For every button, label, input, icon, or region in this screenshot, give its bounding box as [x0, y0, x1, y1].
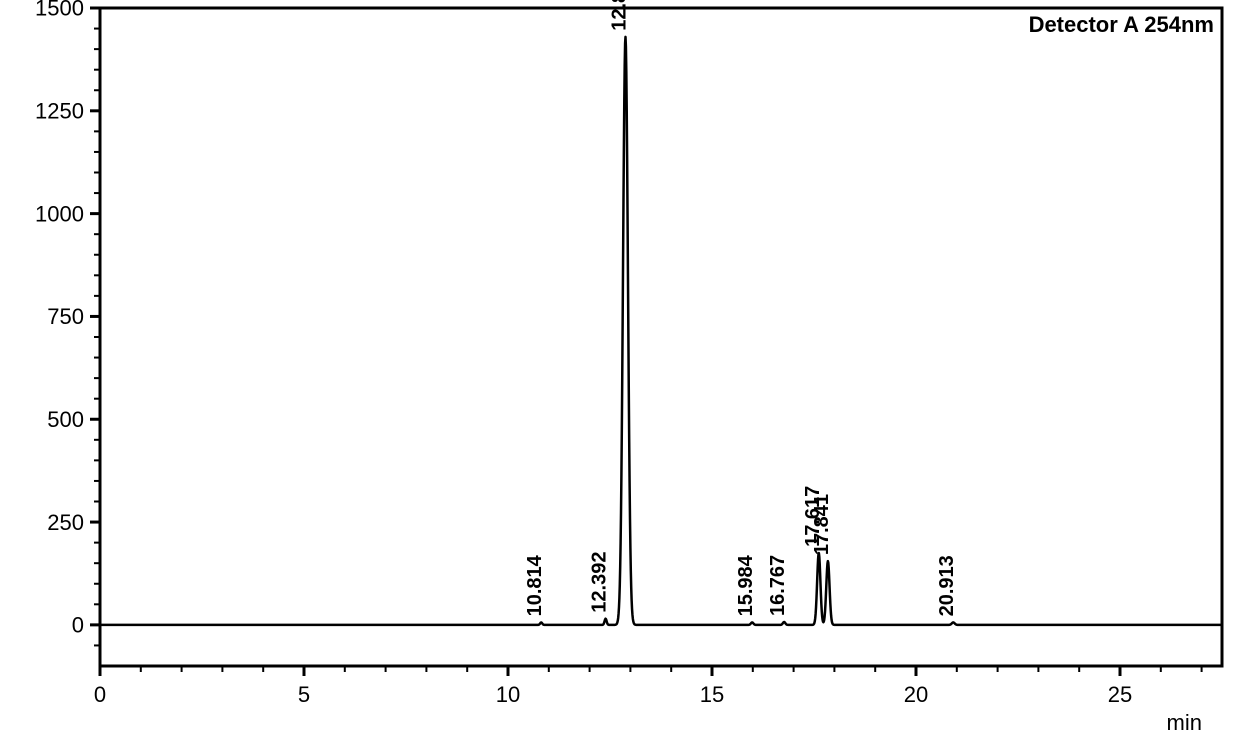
peak-label: 16.767 [767, 555, 789, 616]
svg-text:25: 25 [1108, 682, 1132, 707]
svg-text:5: 5 [298, 682, 310, 707]
peak-label: 20.913 [936, 555, 958, 616]
chromatogram-chart: 0 5 10 15 20 25 min 0 250 500 750 1000 1250 1500 10.81… [0, 0, 1240, 732]
svg-text:0: 0 [94, 682, 106, 707]
peak-label: 12.879 [608, 0, 630, 31]
peak-label: 17.841 [811, 494, 833, 555]
svg-text:1000: 1000 [35, 201, 84, 226]
svg-text:250: 250 [47, 510, 84, 535]
svg-text:10: 10 [496, 682, 520, 707]
svg-text:1500: 1500 [35, 0, 84, 21]
svg-text:750: 750 [47, 304, 84, 329]
svg-text:Detector A 254nm: Detector A 254nm [1029, 12, 1214, 37]
svg-text:15: 15 [700, 682, 724, 707]
svg-text:min: min [1167, 710, 1202, 732]
peak-label: 15.984 [735, 554, 757, 616]
svg-text:20: 20 [904, 682, 928, 707]
peak-label: 10.814 [524, 554, 546, 616]
svg-text:0: 0 [72, 613, 84, 638]
svg-text:1250: 1250 [35, 99, 84, 124]
peak-label: 12.392 [589, 552, 611, 613]
svg-text:500: 500 [47, 407, 84, 432]
